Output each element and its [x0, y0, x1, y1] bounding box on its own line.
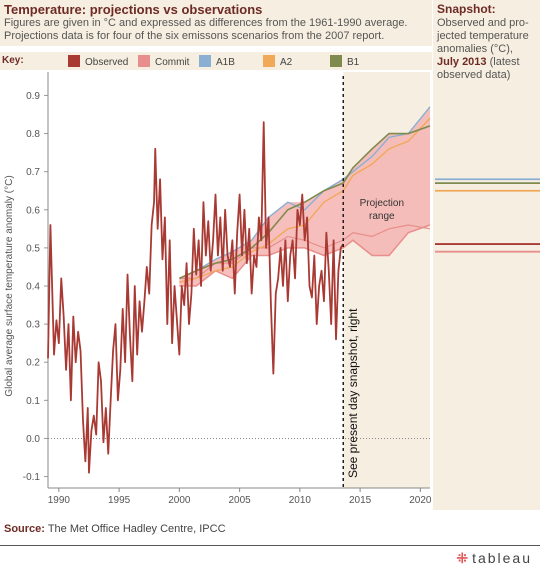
snapshot-title: Snapshot:: [437, 2, 496, 16]
snapshot-note: (latest observed data): [437, 56, 520, 81]
footer-divider: [0, 545, 540, 546]
legend-label-a2: A2: [280, 57, 293, 68]
y-tick-label-10: 0.9: [26, 91, 40, 102]
y-tick-label-5: 0.4: [26, 282, 40, 293]
snapshot-chart: [435, 178, 540, 253]
legend-label-observed: Observed: [85, 57, 129, 68]
legend-swatch-a2: [263, 55, 275, 67]
snapshot-text: Observed and pro-jected temperature anom…: [437, 17, 537, 82]
source-note: Source: The Met Office Hadley Centre, IP…: [4, 523, 226, 535]
projection-range-area: [179, 106, 430, 286]
legend-label-b1: B1: [347, 57, 360, 68]
x-tick-label-4: 2010: [289, 495, 312, 506]
y-tick-label-8: 0.7: [26, 167, 40, 178]
snapshot-panel: Snapshot: Observed and pro-jected temper…: [433, 0, 540, 510]
x-tick-label-3: 2005: [228, 495, 251, 506]
y-tick-label-3: 0.2: [26, 358, 40, 369]
projection-range-label: Projection range: [360, 198, 404, 222]
chart-title: Temperature: projections vs observations: [4, 2, 263, 17]
series-commit-low-line: [179, 224, 431, 287]
y-tick-label-9: 0.8: [26, 129, 40, 140]
snapshot-description: Observed and pro-jected temperature anom…: [437, 17, 529, 55]
tableau-logo[interactable]: ⁜ tableau: [456, 550, 532, 567]
series-observed-line: [47, 121, 344, 474]
legend-item-commit[interactable]: Commit: [138, 55, 189, 68]
snapshot-date: July 2013: [437, 56, 487, 68]
y-tick-label-1: 0.0: [26, 434, 40, 445]
series-b1-line: [179, 125, 431, 280]
legend-label-a1b: A1B: [216, 57, 235, 68]
y-tick-label-0: -0.1: [23, 472, 41, 483]
legend-swatch-b1: [330, 55, 342, 67]
present-day-label: See present day snapshot, right: [346, 308, 360, 478]
legend-item-observed[interactable]: Observed: [68, 55, 128, 68]
legend-swatch-a1b: [199, 55, 211, 67]
legend-title: Key:: [2, 55, 24, 66]
x-tick-label-6: 2020: [409, 495, 432, 506]
legend-swatch-commit: [138, 55, 150, 67]
series-a1b-line: [179, 106, 431, 280]
x-tick-label-1: 1995: [108, 495, 131, 506]
source-label: Source:: [4, 523, 45, 535]
projection-range-label-line-0: Projection: [360, 198, 404, 209]
legend-swatch-observed: [68, 55, 80, 67]
source-text: The Met Office Hadley Centre, IPCC: [47, 523, 226, 535]
y-axis-label: Global average surface temperature anoma…: [4, 175, 15, 396]
legend-item-b1[interactable]: B1: [330, 55, 359, 68]
tableau-cross-icon: ⁜: [456, 550, 469, 566]
header: Temperature: projections vs observations…: [0, 0, 432, 46]
chart-subtitle: Figures are given in °C and expressed as…: [4, 17, 408, 43]
y-tick-label-2: 0.1: [26, 396, 40, 407]
x-tick-label-2: 2000: [168, 495, 191, 506]
y-tick-label-4: 0.3: [26, 320, 40, 331]
x-tick-label-0: 1990: [48, 495, 71, 506]
y-tick-label-7: 0.6: [26, 205, 40, 216]
tableau-wordmark: tableau: [472, 550, 532, 566]
subtitle-line-2: Projections data is for four of the six …: [4, 30, 385, 42]
chart-plot: -0.1 0.0 0.1 0.2 0.3 0.4 0.5 0.6 0.7 0.8 0.9 1990 19…: [4, 72, 432, 506]
y-tick-label-6: 0.5: [26, 243, 40, 254]
subtitle-line-1: Figures are given in °C and expressed as…: [4, 17, 408, 29]
projection-range-label-line-1: range: [369, 211, 395, 222]
legend-label-commit: Commit: [155, 57, 190, 68]
legend-item-a1b[interactable]: A1B: [199, 55, 235, 68]
legend-item-a2[interactable]: A2: [263, 55, 292, 68]
legend: Key: Observed Commit A1B A2 B1: [0, 52, 432, 70]
x-tick-label-5: 2015: [349, 495, 372, 506]
